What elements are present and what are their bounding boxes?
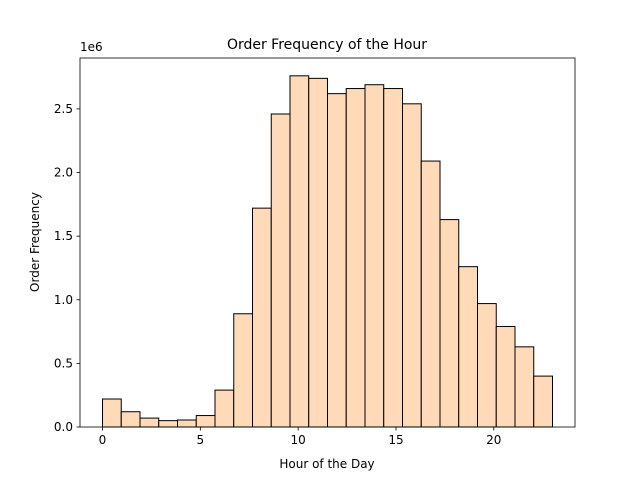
bar (327, 93, 347, 428)
bar (120, 411, 141, 428)
x-tick-label: 10 (291, 433, 306, 447)
y-tick-label: 1.5 (54, 229, 73, 243)
bar (458, 266, 479, 428)
bar (195, 415, 216, 428)
x-tick-label: 20 (486, 433, 501, 447)
y-tick-label: 0.5 (54, 356, 73, 370)
y-tick-label: 2.0 (54, 166, 73, 180)
y-tick-label: 1.0 (54, 293, 73, 307)
bar (308, 77, 328, 428)
x-tick-label: 5 (197, 433, 205, 447)
axes-frame (79, 57, 576, 428)
bar (233, 313, 254, 428)
y-offset-label: 1e6 (80, 40, 103, 54)
y-tick-label: 2.5 (54, 102, 73, 116)
bar (514, 346, 535, 428)
bar (158, 420, 178, 428)
bar (139, 417, 160, 428)
bar (252, 207, 272, 428)
x-tick-label: 15 (388, 433, 403, 447)
x-axis-label: Hour of the Day (279, 457, 374, 471)
y-tick-label: 0.0 (54, 420, 73, 434)
bar (102, 398, 122, 428)
bar (477, 303, 497, 428)
y-axis-label: Order Frequency (28, 192, 42, 292)
bar (176, 419, 197, 428)
bar (383, 88, 403, 428)
x-tick-label: 0 (99, 433, 107, 447)
bar (214, 389, 235, 428)
bar (495, 325, 516, 428)
bar (345, 88, 366, 428)
bar (533, 375, 554, 428)
bar (439, 219, 460, 428)
bar (420, 160, 441, 428)
bar (401, 103, 422, 428)
bar (270, 113, 291, 428)
bar (364, 84, 385, 428)
chart-title: Order Frequency of the Hour (227, 37, 427, 53)
bar (289, 75, 310, 428)
